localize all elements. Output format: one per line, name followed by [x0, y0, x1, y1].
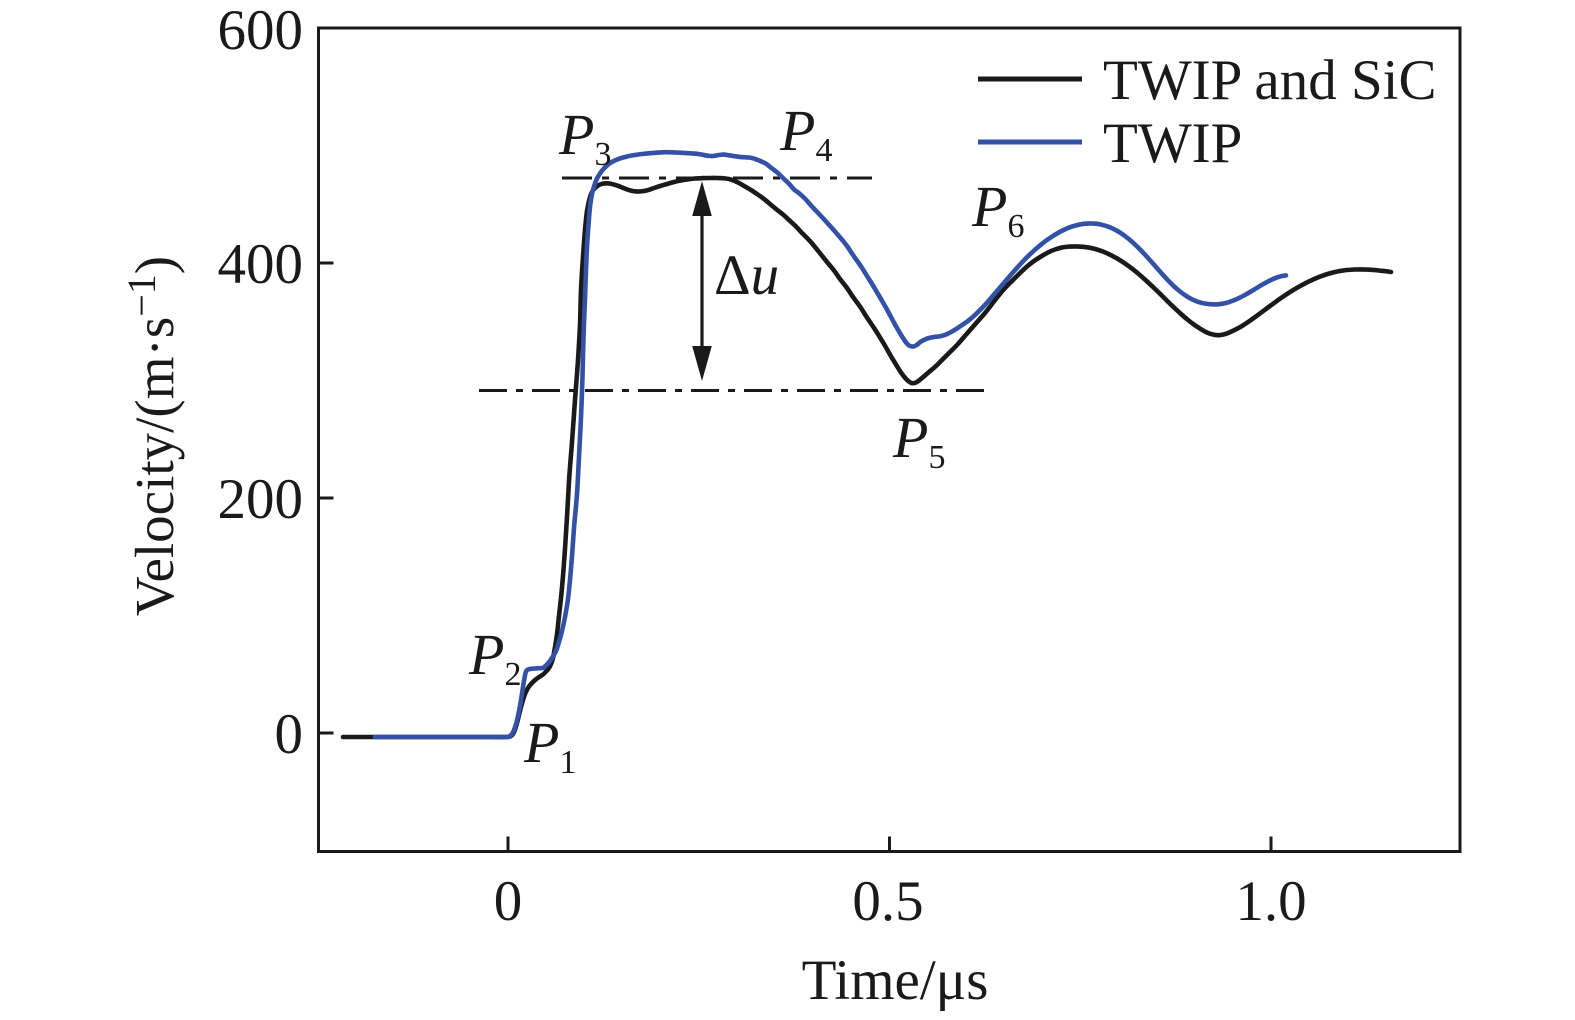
svg-text:0: 0: [494, 870, 523, 933]
svg-text:TWIP: TWIP: [1103, 112, 1242, 175]
svg-text:200: 200: [218, 468, 304, 531]
svg-text:Time/μs: Time/μs: [802, 949, 989, 1012]
svg-text:TWIP and SiC: TWIP and SiC: [1103, 49, 1437, 112]
svg-text:400: 400: [218, 233, 304, 296]
svg-text:P1: P1: [523, 710, 576, 781]
svg-text:0: 0: [275, 703, 304, 766]
svg-text:P3: P3: [558, 102, 611, 173]
svg-text:0.5: 0.5: [852, 870, 923, 933]
svg-text:600: 600: [218, 0, 304, 62]
svg-text:1.0: 1.0: [1235, 870, 1306, 933]
svg-text:Δu: Δu: [714, 244, 779, 307]
